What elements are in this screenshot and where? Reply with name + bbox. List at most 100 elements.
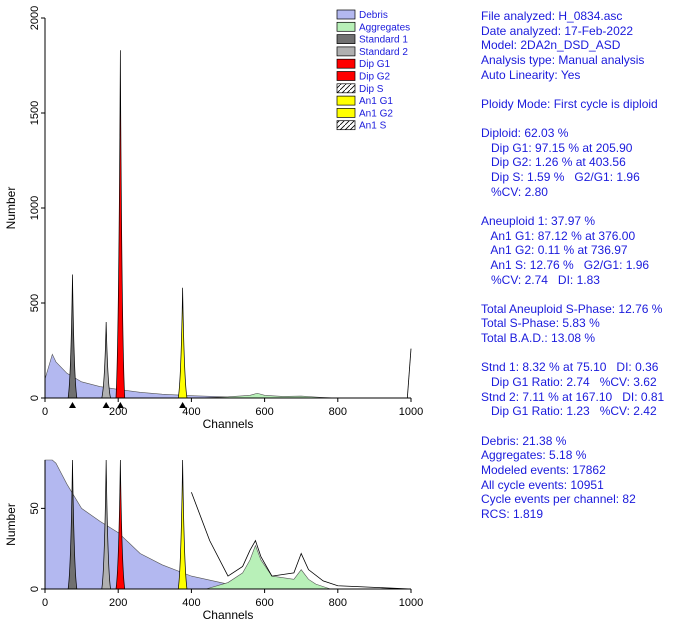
legend-label-dip-g1: Dip G1 (359, 59, 391, 70)
spacer (481, 199, 664, 214)
modeled-events: Modeled events: 17862 (481, 462, 606, 477)
y-tick-label: 50 (29, 502, 41, 514)
y-tick-label: 1500 (29, 101, 41, 125)
cycle-events-per-channel: Cycle events per channel: 82 (481, 492, 636, 507)
an1-g1: An1 G1: 87.12 % at 376.00 (481, 228, 636, 243)
x-tick-label: 400 (182, 406, 200, 418)
zoomed-histogram: 0 200 400 600 800 1000 0 50 Channels Number (4, 459, 423, 622)
analysis-report: File analyzed: H_0834.asc Date analyzed:… (481, 9, 664, 521)
legend-swatch-standard-1 (336, 34, 356, 44)
peak-standard-2 (101, 321, 111, 399)
spacer (481, 419, 664, 434)
dip-g1: Dip G1: 97.15 % at 205.90 (481, 140, 633, 155)
standard-1-ratio: Dip G1 Ratio: 2.74 %CV: 3.62 (481, 375, 657, 390)
dip-s: Dip S: 1.59 % G2/G1: 1.96 (481, 170, 640, 185)
standard-1: Stnd 1: 8.32 % at 75.10 DI: 0.36 (481, 360, 659, 375)
peak-dip-g1 (115, 50, 126, 399)
x-axis-label: Channels (203, 608, 254, 622)
x-axis-label: Channels (203, 417, 254, 431)
y-tick-label: 0 (29, 395, 41, 401)
file-analyzed: File analyzed: H_0834.asc (481, 9, 623, 23)
series-debris (44, 459, 229, 590)
x-tick-label: 0 (42, 406, 48, 418)
legend-label-debris: Debris (359, 10, 388, 21)
peak-dip-g1 (115, 459, 126, 590)
spacer (481, 111, 664, 126)
peak-marker (116, 402, 124, 408)
x-tick-label: 1000 (399, 406, 423, 418)
auto-linearity: Auto Linearity: Yes (481, 67, 581, 82)
dip-cv: %CV: 2.80 (481, 184, 548, 199)
peak-an1-g1 (177, 459, 188, 590)
peak-standard-2 (101, 459, 111, 590)
series-aggregates (198, 392, 338, 399)
data-line (191, 492, 412, 590)
total-s-phase: Total S-Phase: 5.83 % (481, 316, 600, 331)
x-tick-label: 1000 (399, 597, 423, 609)
an1-cv: %CV: 2.74 DI: 1.83 (481, 272, 600, 287)
legend-swatch-dip-g2 (336, 71, 356, 81)
peak-marker (179, 402, 187, 408)
legend-swatch-an1-s (336, 120, 356, 131)
ploidy-mode: Ploidy Mode: First cycle is diploid (481, 96, 658, 111)
peak-marker (102, 402, 110, 408)
model: Model: 2DA2n_DSD_ASD (481, 38, 621, 53)
y-axis-label: Number (4, 187, 18, 230)
series-aggregates (205, 544, 331, 590)
x-tick-label: 800 (329, 406, 347, 418)
spacer (481, 287, 664, 302)
legend-swatch-standard-2 (336, 46, 356, 57)
y-axis-label: Number (4, 503, 18, 546)
an1-s: An1 S: 12.76 % G2/G1: 1.96 (481, 257, 650, 272)
aggregates: Aggregates: 5.18 % (481, 448, 587, 463)
peak-standard-1 (67, 459, 78, 590)
legend-swatch-dip-g1 (336, 58, 356, 69)
x-tick-label: 400 (182, 597, 200, 609)
rcs: RCS: 1.819 (481, 506, 544, 521)
spacer (481, 346, 664, 361)
legend-swatch-an1-g1 (336, 95, 356, 106)
main-histogram: 0 200 400 600 800 1000 0 500 1000 1500 2000 Channel… (4, 6, 423, 431)
x-tick-label: 600 (255, 406, 273, 418)
peak-an1-g1 (177, 287, 188, 399)
y-tick-label: 1000 (29, 196, 41, 220)
legend-label-an1-s: An1 S (359, 121, 387, 132)
standard-2-ratio: Dip G1 Ratio: 1.23 %CV: 2.42 (481, 404, 657, 419)
x-tick-label: 800 (329, 597, 347, 609)
legend-swatch-aggregates (336, 21, 356, 32)
legend-swatch-debris (336, 9, 356, 20)
x-tick-label: 200 (109, 406, 127, 418)
legend-label-aggregates: Aggregates (359, 22, 410, 33)
peak-marker (68, 402, 76, 408)
date-analyzed: Date analyzed: 17-Feb-2022 (481, 23, 634, 38)
aneuploid-1: Aneuploid 1: 37.97 % (481, 213, 596, 228)
x-tick-label: 600 (255, 597, 273, 609)
legend-label-an1-g1: An1 G1 (359, 96, 393, 107)
legend-label-standard-2: Standard 2 (359, 47, 408, 58)
all-cycle-events: All cycle events: 10951 (481, 477, 604, 492)
analysis-type: Analysis type: Manual analysis (481, 52, 645, 67)
legend-label-an1-g2: An1 G2 (359, 108, 393, 119)
peak-standard-1 (67, 274, 78, 399)
legend-label-standard-1: Standard 1 (359, 35, 408, 46)
x-tick-label: 0 (42, 597, 48, 609)
total-aneuploid-s-phase: Total Aneuploid S-Phase: 12.76 % (481, 301, 663, 316)
standard-2: Stnd 2: 7.11 % at 167.10 DI: 0.81 (481, 389, 665, 404)
total-bad: Total B.A.D.: 13.08 % (481, 331, 596, 346)
an1-g2: An1 G2: 0.11 % at 736.97 (481, 243, 628, 258)
debris: Debris: 21.38 % (481, 433, 567, 448)
legend-label-dip-g2: Dip G2 (359, 72, 391, 83)
y-tick-label: 0 (29, 586, 41, 592)
legend-label-dip-s: Dip S (359, 84, 384, 95)
spacer (481, 82, 664, 97)
legend-swatch-dip-s (336, 83, 356, 94)
data-line (406, 348, 412, 399)
y-tick-label: 2000 (29, 6, 41, 30)
dip-g2: Dip G2: 1.26 % at 403.56 (481, 155, 626, 170)
legend-swatch-an1-g2 (336, 108, 356, 118)
diploid: Diploid: 62.03 % (481, 126, 569, 141)
y-tick-label: 500 (29, 294, 41, 312)
x-tick-label: 200 (109, 597, 127, 609)
